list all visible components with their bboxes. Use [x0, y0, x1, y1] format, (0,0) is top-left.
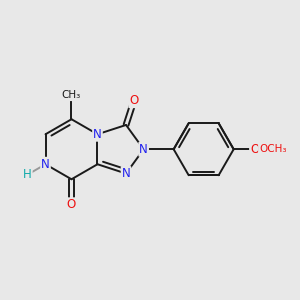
Text: OCH₃: OCH₃ [259, 144, 286, 154]
Text: O: O [129, 94, 139, 107]
Text: N: N [139, 143, 148, 156]
Text: N: N [93, 128, 102, 141]
Text: N: N [122, 167, 130, 180]
Text: N: N [41, 158, 50, 171]
Text: O: O [67, 198, 76, 211]
Text: CH₃: CH₃ [62, 90, 81, 100]
Text: O: O [250, 143, 259, 156]
Text: H: H [23, 168, 32, 181]
